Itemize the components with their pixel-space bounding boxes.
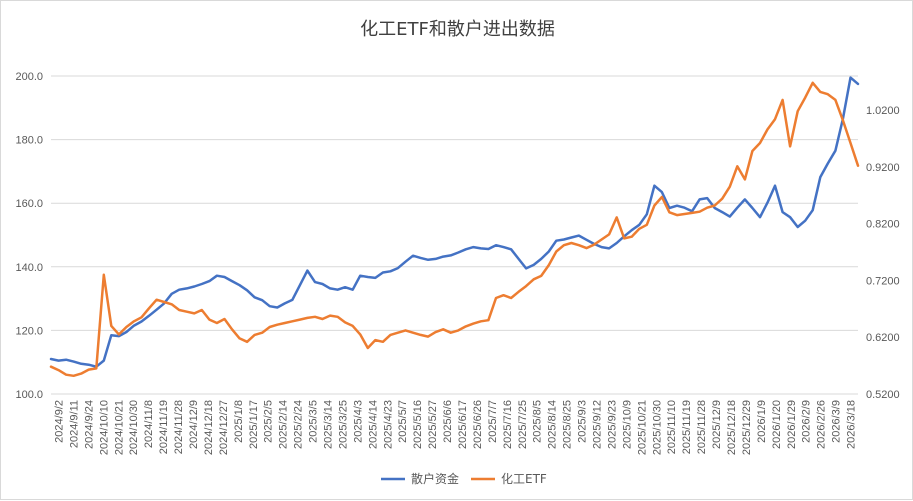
y-left-tick-label: 200.0: [15, 71, 43, 83]
y-right-tick-label: 0.5200: [866, 389, 900, 401]
x-tick-label: 2025/6/17: [457, 400, 469, 449]
x-tick-label: 2025/11/19: [681, 400, 693, 454]
x-tick-label: 2025/2/14: [278, 400, 290, 449]
y-right-tick-label: 1.0200: [866, 105, 900, 117]
x-tick-label: 2026/1/29: [786, 400, 798, 449]
x-tick-label: 2024/9/24: [83, 400, 95, 449]
legend-label: 化工ETF: [501, 472, 547, 486]
x-tick-label: 2026/2/9: [801, 400, 813, 443]
x-tick-label: 2025/4/23: [382, 400, 394, 449]
y-right-tick-label: 0.7200: [866, 275, 900, 287]
series-line-1: [49, 76, 860, 368]
y-right-tick-label: 0.9200: [866, 162, 900, 174]
x-tick-label: 2025/9/3: [577, 400, 589, 443]
chart-title: 化工ETF和散户进出数据: [360, 19, 555, 40]
x-tick-label: 2025/7/25: [517, 400, 529, 449]
series-line-2: [49, 81, 860, 378]
x-tick-label: 2025/12/29: [741, 400, 753, 455]
x-tick-label: 2025/9/23: [606, 400, 618, 449]
legend-label: 散户资金: [411, 471, 459, 486]
x-tick-label: 2025/4/3: [352, 400, 364, 443]
x-tick-label: 2024/9/2: [53, 400, 65, 443]
x-tick-label: 2025/4/14: [367, 400, 379, 449]
x-tick-label: 2025/5/16: [412, 400, 424, 449]
y-right-tick-label: 0.6200: [866, 332, 900, 344]
x-tick-label: 2024/9/11: [68, 400, 80, 448]
x-tick-label: 2025/8/25: [562, 400, 574, 449]
x-tick-label: 2024/10/30: [128, 400, 140, 455]
y-left-tick-label: 180.0: [15, 135, 43, 147]
x-tick-label: 2025/7/16: [502, 400, 514, 449]
x-tick-label: 2025/10/30: [651, 400, 663, 455]
x-tick-label: 2024/12/27: [218, 400, 230, 455]
y-left-tick-label: 120.0: [15, 325, 43, 337]
x-tick-label: 2025/11/10: [666, 400, 678, 454]
x-tick-label: 2025/3/14: [322, 400, 334, 449]
x-tick-label: 2024/10/10: [98, 400, 110, 455]
x-tick-label: 2025/10/9: [621, 400, 633, 449]
x-tick-label: 2025/6/6: [442, 400, 454, 443]
x-tick-label: 2025/8/5: [532, 400, 544, 443]
x-tick-label: 2025/5/7: [397, 400, 409, 443]
x-tick-label: 2026/3/9: [831, 400, 843, 443]
x-tick-label: 2025/8/14: [547, 400, 559, 449]
y-left-tick-label: 140.0: [15, 262, 43, 274]
x-tick-label: 2024/11/19: [158, 400, 170, 454]
x-tick-label: 2024/12/9: [188, 400, 200, 449]
x-tick-label: 2024/11/8: [143, 400, 155, 448]
x-tick-label: 2025/7/7: [487, 400, 499, 443]
x-tick-label: 2024/11/28: [173, 400, 185, 454]
y-left-tick-label: 100.0: [15, 389, 43, 401]
x-tick-label: 2026/1/9: [756, 400, 768, 443]
x-tick-label: 2024/10/21: [113, 400, 125, 455]
y-right-tick-label: 0.8200: [866, 219, 900, 231]
x-tick-label: 2025/10/21: [636, 400, 648, 455]
x-tick-label: 2025/9/12: [591, 400, 603, 449]
x-tick-label: 2025/12/9: [711, 400, 723, 449]
x-tick-label: 2026/2/26: [816, 400, 828, 449]
x-tick-label: 2025/2/5: [263, 400, 275, 443]
x-tick-label: 2025/1/8: [233, 400, 245, 443]
x-tick-label: 2025/5/27: [427, 400, 439, 449]
x-tick-label: 2025/12/18: [726, 400, 738, 455]
x-tick-label: 2024/12/18: [203, 400, 215, 455]
x-tick-label: 2025/1/17: [248, 400, 260, 449]
x-tick-label: 2026/1/20: [771, 400, 783, 449]
x-tick-label: 2025/2/24: [293, 400, 305, 449]
x-tick-label: 2026/3/18: [846, 400, 858, 449]
x-tick-label: 2025/6/26: [472, 400, 484, 449]
x-tick-label: 2025/11/28: [696, 400, 708, 454]
x-tick-label: 2025/3/5: [308, 400, 320, 443]
y-left-tick-label: 160.0: [15, 198, 43, 210]
x-tick-label: 2025/3/25: [337, 400, 349, 449]
